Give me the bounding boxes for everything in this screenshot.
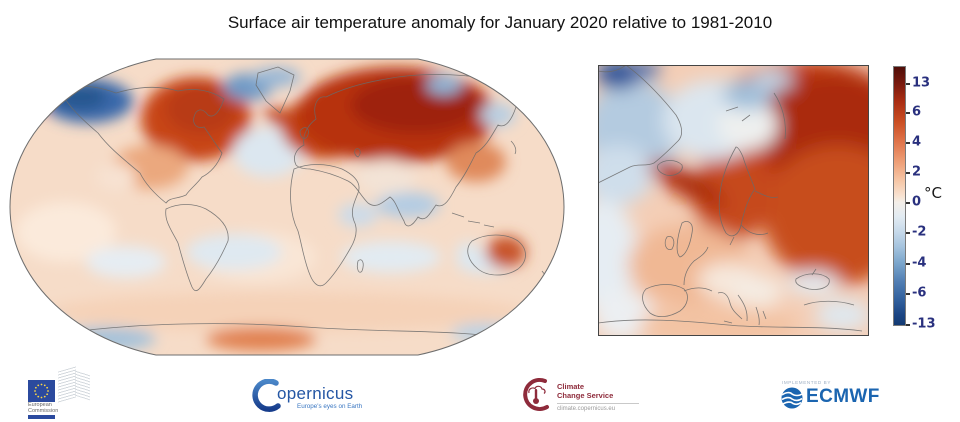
eu-building-motif bbox=[58, 366, 76, 403]
colorbar-tick bbox=[906, 202, 910, 204]
c3s-label-line1: Climate bbox=[557, 382, 585, 391]
colorbar-tick-label: -13 bbox=[912, 316, 936, 332]
colorbar-tick bbox=[906, 83, 910, 85]
colorbar-tick bbox=[906, 112, 910, 114]
colorbar-tick-label: -6 bbox=[912, 285, 927, 301]
c3s-label-line2: Change Service bbox=[557, 391, 614, 400]
colorbar-tick-label: 13 bbox=[912, 75, 931, 91]
colorbar-tick-label: -4 bbox=[912, 255, 927, 271]
colorbar-tick-label: 6 bbox=[912, 104, 922, 120]
ecmwf-wordmark: ECMWF bbox=[806, 386, 880, 407]
europe-coastlines bbox=[598, 65, 863, 332]
projection-outline bbox=[9, 58, 565, 356]
implemented-by-label: IMPLEMENTED BY bbox=[782, 380, 831, 385]
europe-anomaly-map bbox=[598, 65, 869, 336]
c3s-url: climate.copernicus.eu bbox=[557, 406, 616, 412]
world-coastlines bbox=[59, 66, 550, 340]
colorbar-tick bbox=[906, 293, 910, 295]
colorbar-tick bbox=[906, 142, 910, 144]
europe-map-border bbox=[598, 65, 869, 336]
figure-title: Surface air temperature anomaly for Janu… bbox=[227, 13, 773, 32]
colorbar-tick bbox=[906, 263, 910, 265]
ecmwf-waves-icon bbox=[781, 387, 803, 409]
eu-building-motif bbox=[75, 369, 90, 401]
copernicus-tagline: Europe's eyes on Earth bbox=[297, 403, 363, 410]
c3s-divider bbox=[557, 403, 639, 404]
colorbar-tick bbox=[906, 232, 910, 234]
copernicus-logo: opernicus Europe's eyes on Earth bbox=[250, 377, 370, 415]
colorbar-tick-label: 4 bbox=[912, 134, 922, 150]
celsius-unit-label: °C bbox=[924, 184, 942, 202]
colorbar bbox=[893, 66, 906, 326]
colorbar-tick-label: 0 bbox=[912, 194, 922, 210]
climate-change-service-logo: Climate Change Service climate.copernicu… bbox=[517, 374, 647, 418]
colorbar-tick bbox=[906, 172, 910, 174]
copernicus-crescent-icon bbox=[252, 379, 281, 412]
ecmwf-logo: IMPLEMENTED BY ECMWF bbox=[781, 380, 921, 412]
c3s-crescent-icon bbox=[523, 378, 549, 411]
colorbar-tick bbox=[906, 324, 910, 326]
eu-commission-label: European Commission bbox=[28, 402, 59, 414]
colorbar-tick-label: 2 bbox=[912, 164, 922, 180]
copernicus-wordmark: opernicus bbox=[277, 384, 354, 403]
colorbar-tick-label: -2 bbox=[912, 224, 927, 240]
eu-logo-bar bbox=[28, 415, 55, 419]
world-anomaly-map bbox=[9, 58, 565, 356]
eu-flag-icon bbox=[28, 380, 55, 402]
